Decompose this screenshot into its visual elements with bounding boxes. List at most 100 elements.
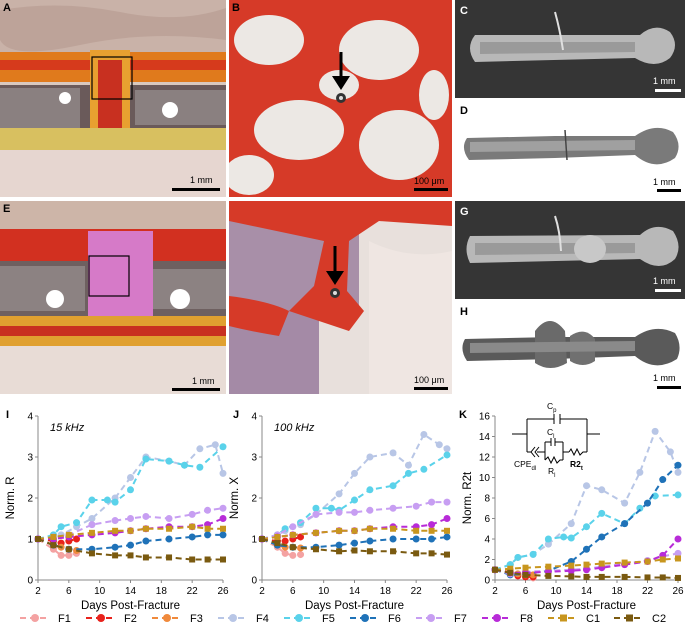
panel-g-label: G xyxy=(460,206,469,218)
series-line-f5 xyxy=(494,493,679,571)
circuit-label-rl: Rl xyxy=(548,466,555,479)
resistor-rl xyxy=(544,455,563,465)
series-point-f7 xyxy=(366,506,374,514)
panel-e-histology: E 1 mm xyxy=(0,201,226,394)
series-point-f6 xyxy=(111,543,119,551)
frequency-annotation: 100 kHz xyxy=(274,422,315,434)
y-axis-label: Norm. X xyxy=(229,477,241,520)
panel-k-letter: K xyxy=(459,409,467,421)
series-point-c1 xyxy=(413,527,420,534)
legend-item-f4: F4 xyxy=(218,613,269,625)
y-tick-label: 12 xyxy=(479,453,491,464)
series-point-f5 xyxy=(142,455,150,463)
series-point-f7 xyxy=(127,515,134,522)
series-line-f4 xyxy=(261,432,448,540)
panel-c-scale-bar xyxy=(655,89,681,92)
series-point-f5 xyxy=(544,535,552,543)
series-point-f4 xyxy=(404,461,412,469)
series-point-f5 xyxy=(636,504,644,512)
legend-label: F3 xyxy=(190,613,203,625)
series-point-c2 xyxy=(659,574,666,581)
panel-e-scale-bar xyxy=(172,388,220,391)
series-point-c2 xyxy=(583,573,590,580)
series-point-f4 xyxy=(196,445,204,453)
panel-a-histology: A 1 mm xyxy=(0,0,226,197)
series-point-c1 xyxy=(88,529,95,536)
series-point-f7 xyxy=(165,515,173,522)
frequency-annotation: 15 kHz xyxy=(50,422,85,434)
series-point-c2 xyxy=(274,540,281,547)
y-tick-label: 0 xyxy=(251,576,257,587)
series-point-c1 xyxy=(598,560,605,567)
series-point-f6 xyxy=(428,535,436,543)
series-point-f8 xyxy=(674,535,682,543)
series-point-c2 xyxy=(189,556,196,563)
x-tick-label: 14 xyxy=(581,586,593,597)
panel-e-scale-text: 1 mm xyxy=(192,376,215,386)
series-point-c2 xyxy=(444,551,450,558)
series-point-c1 xyxy=(583,561,590,568)
series-point-f4 xyxy=(366,453,374,461)
series-point-c1 xyxy=(444,527,450,534)
y-tick-label: 8 xyxy=(484,494,490,505)
series-point-f4 xyxy=(636,468,644,476)
legend-marker xyxy=(493,614,501,622)
series-point-c1 xyxy=(351,527,358,534)
legend-label: F8 xyxy=(520,613,533,625)
legend-marker xyxy=(560,614,567,622)
equivalent-circuit-diagram: Cp Cl CPEdl Rl R2t xyxy=(512,401,600,479)
series-point-c2 xyxy=(127,552,134,559)
y-tick-label: 1 xyxy=(27,535,33,546)
x-tick-label: 14 xyxy=(349,586,361,597)
panel-d-scale-text: 1 mm xyxy=(653,177,676,187)
x-tick-label: 10 xyxy=(550,586,562,597)
x-tick-label: 10 xyxy=(94,586,106,597)
x-tick-label: 18 xyxy=(380,586,392,597)
series-point-f5 xyxy=(674,491,682,499)
series-point-f4 xyxy=(420,430,428,438)
series-point-f5 xyxy=(420,465,428,473)
series-point-f2 xyxy=(73,535,81,543)
series-point-f8 xyxy=(583,566,590,574)
series-point-f5 xyxy=(312,504,320,512)
series-point-c2 xyxy=(621,573,628,580)
x-tick-label: 18 xyxy=(611,586,623,597)
series-point-c1 xyxy=(675,555,681,562)
series-point-f8 xyxy=(443,515,451,522)
series-point-f7 xyxy=(142,512,150,520)
series-point-c1 xyxy=(507,565,514,572)
panel-e-image xyxy=(0,201,226,394)
panel-f-histology: 100 μm xyxy=(229,201,452,394)
series-point-f7 xyxy=(443,498,451,506)
series-point-f7 xyxy=(111,517,119,525)
series-point-c2 xyxy=(112,552,119,559)
panel-d-image xyxy=(463,127,679,165)
series-point-c2 xyxy=(142,554,149,561)
legend-marker xyxy=(97,614,105,622)
series-point-f7 xyxy=(412,502,420,510)
panel-b-label: B xyxy=(232,2,240,14)
y-tick-label: 3 xyxy=(27,453,33,464)
series-point-f6 xyxy=(351,539,358,547)
series-point-f6 xyxy=(443,533,451,541)
series-point-f4 xyxy=(127,474,134,481)
panel-a-scale-bar xyxy=(172,188,220,191)
circuit-label-r2t: R2t xyxy=(570,459,583,472)
legend-label: F1 xyxy=(58,613,71,625)
series-point-f6 xyxy=(389,535,397,543)
x-tick-label: 22 xyxy=(411,586,423,597)
x-tick-label: 2 xyxy=(259,586,265,597)
legend-item-f7: F7 xyxy=(416,613,467,625)
series-point-c2 xyxy=(259,536,265,542)
series-point-c1 xyxy=(112,527,119,534)
series-point-c2 xyxy=(428,550,435,557)
series-point-f6 xyxy=(583,545,590,553)
legend-label: F4 xyxy=(256,613,269,625)
panel-g-xray: G 1 mm xyxy=(455,201,685,299)
series-point-f5 xyxy=(327,504,335,512)
y-tick-label: 10 xyxy=(479,473,491,484)
series-point-c1 xyxy=(621,559,628,566)
series-point-f5 xyxy=(443,451,451,459)
series-point-f4 xyxy=(674,468,682,476)
series-point-f7 xyxy=(289,523,297,531)
